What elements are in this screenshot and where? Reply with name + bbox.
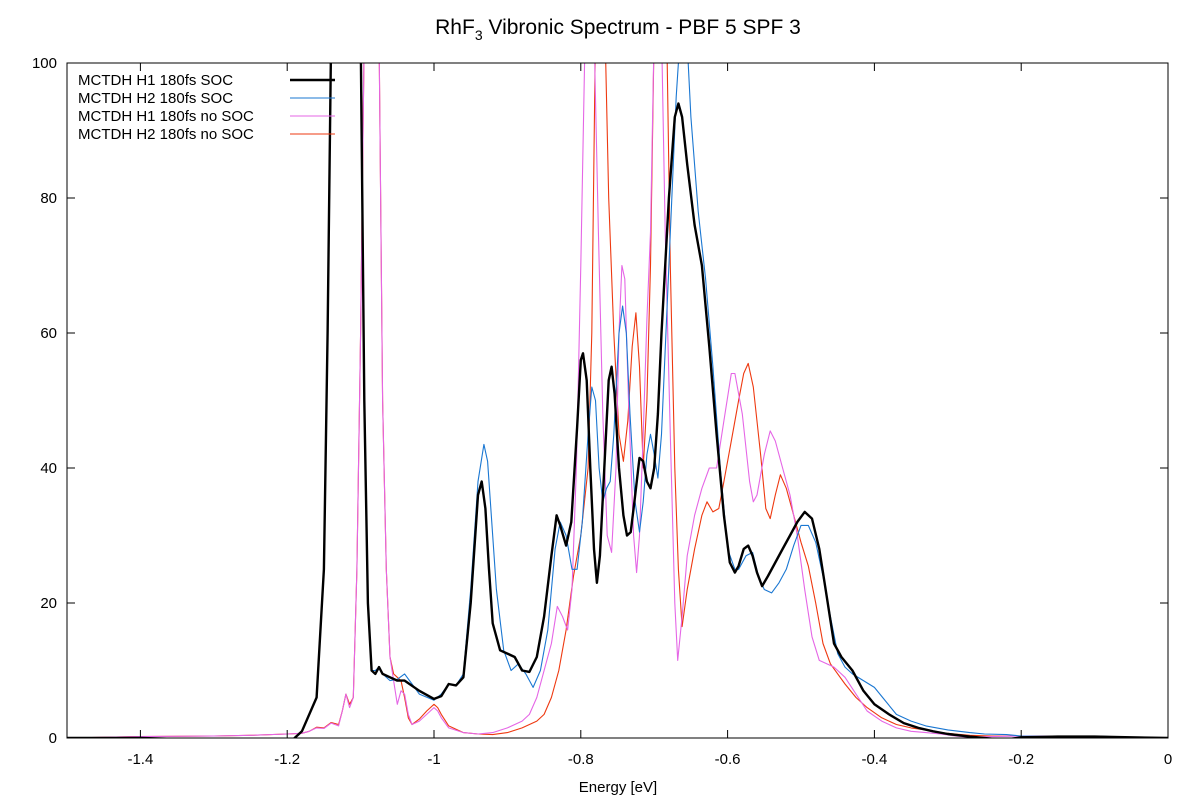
y-tick-label: 100 bbox=[32, 55, 57, 72]
y-tick-label: 80 bbox=[40, 190, 57, 207]
y-tick-label: 0 bbox=[49, 730, 57, 747]
series-group bbox=[67, 63, 1168, 738]
series-line-mctdh-h2-180fs-no-soc bbox=[67, 63, 1168, 738]
legend-label: MCTDH H2 180fs SOC bbox=[78, 90, 233, 107]
x-tick-label: -1.4 bbox=[127, 751, 153, 768]
chart-title: RhF3 Vibronic Spectrum - PBF 5 SPF 3 bbox=[435, 16, 801, 43]
y-tick-label: 20 bbox=[40, 595, 57, 612]
legend-label: MCTDH H1 180fs SOC bbox=[78, 72, 233, 89]
x-tick-label: -1 bbox=[427, 751, 440, 768]
x-tick-label: -0.8 bbox=[568, 751, 594, 768]
x-tick-label: -0.2 bbox=[1008, 751, 1034, 768]
legend-label: MCTDH H1 180fs no SOC bbox=[78, 108, 254, 125]
series-line-mctdh-h1-180fs-no-soc bbox=[67, 63, 1168, 738]
series-line-mctdh-h1-180fs-soc bbox=[67, 63, 1168, 738]
plot-frame bbox=[66, 62, 1169, 739]
y-tick-label: 60 bbox=[40, 325, 57, 342]
x-tick-label: -0.4 bbox=[861, 751, 887, 768]
y-tick-label: 40 bbox=[40, 460, 57, 477]
x-tick-label: -1.2 bbox=[274, 751, 300, 768]
x-tick-label: -0.6 bbox=[715, 751, 741, 768]
legend-label: MCTDH H2 180fs no SOC bbox=[78, 126, 254, 143]
tick-marks: -1.4 -1.2 -1 -0.8 -0.6 -0.4 -0.2 0 0 20 40 60 80 100 bbox=[32, 55, 1172, 768]
x-axis-label: Energy [eV] bbox=[579, 779, 657, 796]
x-tick-label: 0 bbox=[1164, 751, 1172, 768]
